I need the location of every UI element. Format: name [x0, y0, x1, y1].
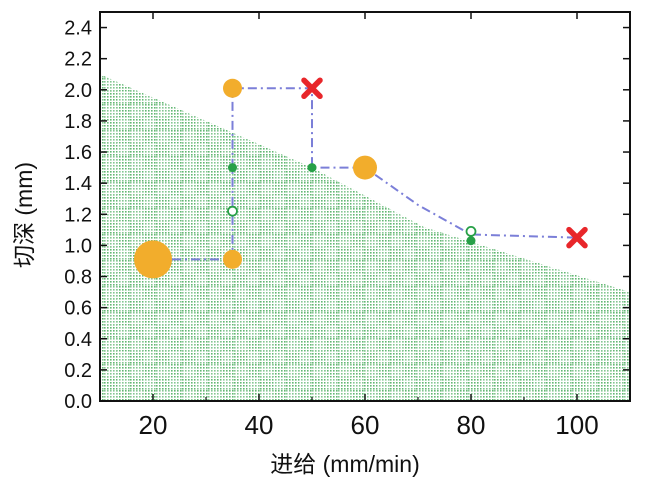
y-tick-label: 0.2 [64, 360, 92, 382]
red-cross-1 [566, 226, 588, 249]
y-tick-label: 0.0 [64, 391, 92, 413]
y-tick-label: 1.2 [64, 204, 92, 226]
x-tick-label: 40 [245, 410, 274, 440]
orange-point-1 [223, 249, 242, 269]
green-filled-point-1 [307, 163, 317, 173]
stable-region [100, 74, 630, 401]
green-filled-point-0 [228, 163, 237, 173]
x-axis-title: 进给 (mm/min) [270, 451, 419, 477]
y-tick-label: 2.2 [64, 49, 92, 71]
orange-point-3 [353, 155, 377, 180]
red-cross-0 [301, 77, 323, 99]
y-tick-label: 1.4 [64, 173, 92, 195]
green-open-point-1 [465, 225, 477, 237]
y-tick-label: 0.6 [64, 298, 92, 320]
orange-point-0 [134, 240, 172, 279]
y-tick-label: 2.4 [64, 18, 92, 40]
x-tick-label: 20 [139, 410, 168, 440]
y-tick-label: 0.8 [64, 267, 92, 289]
x-tick-label: 60 [351, 410, 380, 440]
green-filled-point-2 [466, 236, 476, 246]
y-tick-label: 1.8 [64, 111, 92, 133]
trajectory-line [153, 87, 578, 261]
y-axis-title: 切深 (mm) [11, 162, 37, 268]
y-tick-label: 0.4 [64, 329, 92, 351]
y-tick-label: 1.6 [64, 142, 92, 164]
green-open-point-0 [227, 205, 238, 217]
x-tick-label: 100 [555, 410, 598, 440]
orange-point-2 [223, 78, 242, 98]
y-tick-label: 2.0 [64, 80, 92, 102]
y-tick-label: 1.0 [64, 235, 92, 257]
x-tick-label: 80 [457, 410, 486, 440]
